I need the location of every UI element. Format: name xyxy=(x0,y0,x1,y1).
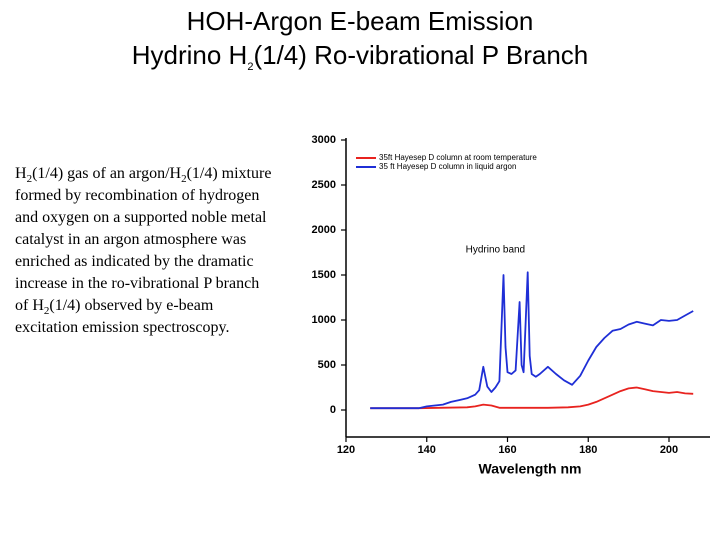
series-line xyxy=(370,386,694,410)
y-tick-label: 500 xyxy=(318,359,336,371)
x-tick-label: 180 xyxy=(579,444,597,456)
slide-subtitle: Hydrino H2(1/4) Ro-vibrational P Branch xyxy=(0,40,720,74)
text: (1/4) gas of an argon/H xyxy=(32,165,182,182)
title-text: (1/4) Ro-vibrational P Branch xyxy=(253,40,589,70)
x-tick-label: 120 xyxy=(337,444,355,456)
subscript: 2 xyxy=(181,173,187,186)
text: H xyxy=(15,165,27,182)
y-tick-label: 1500 xyxy=(312,269,336,281)
title-subscript: 2 xyxy=(247,61,254,74)
legend-label: 35ft Hayesep D column at room temperatur… xyxy=(379,153,537,162)
x-axis-label: Wavelength nm xyxy=(479,461,582,477)
y-tick-label: 1000 xyxy=(312,314,336,326)
slide-title: HOH-Argon E-beam Emission xyxy=(186,6,534,36)
x-tick-label: 200 xyxy=(660,444,678,456)
y-tick-label: 3000 xyxy=(312,134,336,146)
series-line xyxy=(370,271,694,410)
y-tick-label: 2500 xyxy=(312,179,336,191)
text: (1/4) mixture formed by recombination of… xyxy=(15,165,272,314)
y-tick-label: 2000 xyxy=(312,224,336,236)
subscript: 2 xyxy=(43,305,50,318)
x-tick-label: 160 xyxy=(498,444,516,456)
subscript: 2 xyxy=(26,173,33,186)
body-text: H2(1/4) gas of an argon/H2(1/4) mixture … xyxy=(15,163,273,339)
annotation: Hydrino band xyxy=(466,244,525,255)
text: (1/4) observed by e-beam excitation emis… xyxy=(15,297,230,336)
x-tick-label: 140 xyxy=(418,444,436,456)
y-tick-label: 0 xyxy=(330,404,336,416)
legend-label: 35 ft Hayesep D column in liquid argon xyxy=(379,162,516,171)
title-text: Hydrino H xyxy=(131,40,248,70)
